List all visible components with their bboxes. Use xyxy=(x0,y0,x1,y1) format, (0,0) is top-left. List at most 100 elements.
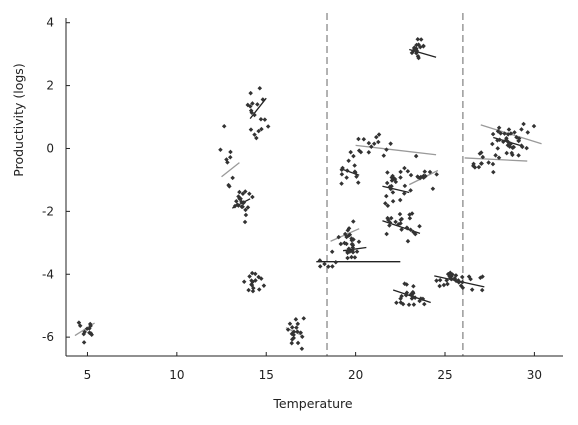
data-point xyxy=(502,131,507,136)
data-point xyxy=(480,274,485,279)
data-point xyxy=(392,176,398,182)
data-point xyxy=(384,180,390,186)
data-point xyxy=(479,161,484,166)
data-point xyxy=(330,264,335,269)
data-point xyxy=(450,272,455,277)
data-point xyxy=(398,175,403,180)
data-point xyxy=(262,117,268,122)
y-tick-label: 0 xyxy=(46,141,54,155)
data-point xyxy=(221,123,227,129)
data-point xyxy=(490,141,495,147)
data-point xyxy=(480,154,486,160)
data-point xyxy=(369,144,374,149)
data-point xyxy=(295,321,301,327)
data-point xyxy=(524,145,529,151)
data-point xyxy=(403,293,409,298)
data-point xyxy=(290,337,295,342)
data-point xyxy=(411,283,416,289)
data-point xyxy=(491,169,496,175)
data-point xyxy=(338,241,344,247)
data-point xyxy=(250,194,255,200)
data-point xyxy=(452,275,458,281)
data-point xyxy=(479,287,485,293)
data-point xyxy=(295,340,301,346)
data-point xyxy=(434,278,439,283)
data-point xyxy=(418,37,424,42)
y-tick-label: -2 xyxy=(42,204,54,218)
data-point xyxy=(466,274,472,279)
data-point xyxy=(390,199,396,204)
x-tick-label: 10 xyxy=(169,368,184,382)
data-point xyxy=(352,163,357,168)
data-point xyxy=(294,325,299,330)
data-point xyxy=(350,245,356,250)
data-point xyxy=(299,346,305,351)
data-point xyxy=(289,325,295,330)
data-point xyxy=(289,340,294,346)
data-point xyxy=(376,139,381,145)
data-point xyxy=(402,183,408,189)
data-point xyxy=(248,90,253,96)
data-point xyxy=(422,301,427,307)
data-point xyxy=(291,332,296,338)
data-point xyxy=(381,153,387,158)
data-point xyxy=(512,130,517,135)
data-point xyxy=(366,140,372,146)
data-point xyxy=(346,158,351,164)
regression-line xyxy=(382,185,410,194)
data-point xyxy=(405,168,411,174)
x-tick-label: 20 xyxy=(348,368,363,382)
y-axis-title: Productivity (logs) xyxy=(11,63,26,176)
data-point xyxy=(460,279,465,285)
data-point xyxy=(413,153,419,159)
data-point xyxy=(430,186,436,191)
data-point xyxy=(449,276,454,282)
axes xyxy=(65,18,563,357)
data-point xyxy=(356,180,361,185)
data-points xyxy=(76,36,537,351)
data-point xyxy=(507,144,512,149)
data-point xyxy=(291,329,297,335)
data-point xyxy=(293,317,299,322)
data-point xyxy=(351,219,356,224)
data-point xyxy=(230,175,235,181)
regression-line xyxy=(355,144,437,156)
data-point xyxy=(250,288,256,294)
data-point xyxy=(344,241,349,247)
data-point xyxy=(253,271,258,277)
data-point xyxy=(504,150,509,156)
data-point xyxy=(243,212,249,218)
data-point xyxy=(525,130,531,135)
data-point xyxy=(506,127,512,132)
data-point xyxy=(329,249,335,255)
data-point xyxy=(397,197,403,203)
data-point xyxy=(256,128,261,134)
data-point xyxy=(385,203,391,209)
data-point xyxy=(349,241,355,247)
y-tick-label: -6 xyxy=(42,330,54,344)
data-point xyxy=(410,289,416,295)
data-point xyxy=(434,172,439,177)
data-point xyxy=(495,146,500,151)
data-point xyxy=(361,136,367,142)
data-point xyxy=(300,334,305,340)
x-tick-label: 15 xyxy=(259,368,274,382)
data-point xyxy=(326,264,331,269)
data-point xyxy=(246,287,251,293)
y-tick-label: 4 xyxy=(46,16,54,30)
data-point xyxy=(388,141,393,146)
data-point xyxy=(354,249,360,254)
data-point xyxy=(344,234,349,240)
data-point xyxy=(460,285,466,290)
data-point xyxy=(402,191,407,196)
data-point xyxy=(417,224,422,229)
data-point xyxy=(504,136,509,141)
data-point xyxy=(218,147,223,153)
data-point xyxy=(385,170,390,175)
data-point xyxy=(259,276,264,281)
data-point xyxy=(402,165,407,171)
data-point xyxy=(441,282,447,288)
data-point xyxy=(407,215,413,221)
data-point xyxy=(371,141,377,146)
